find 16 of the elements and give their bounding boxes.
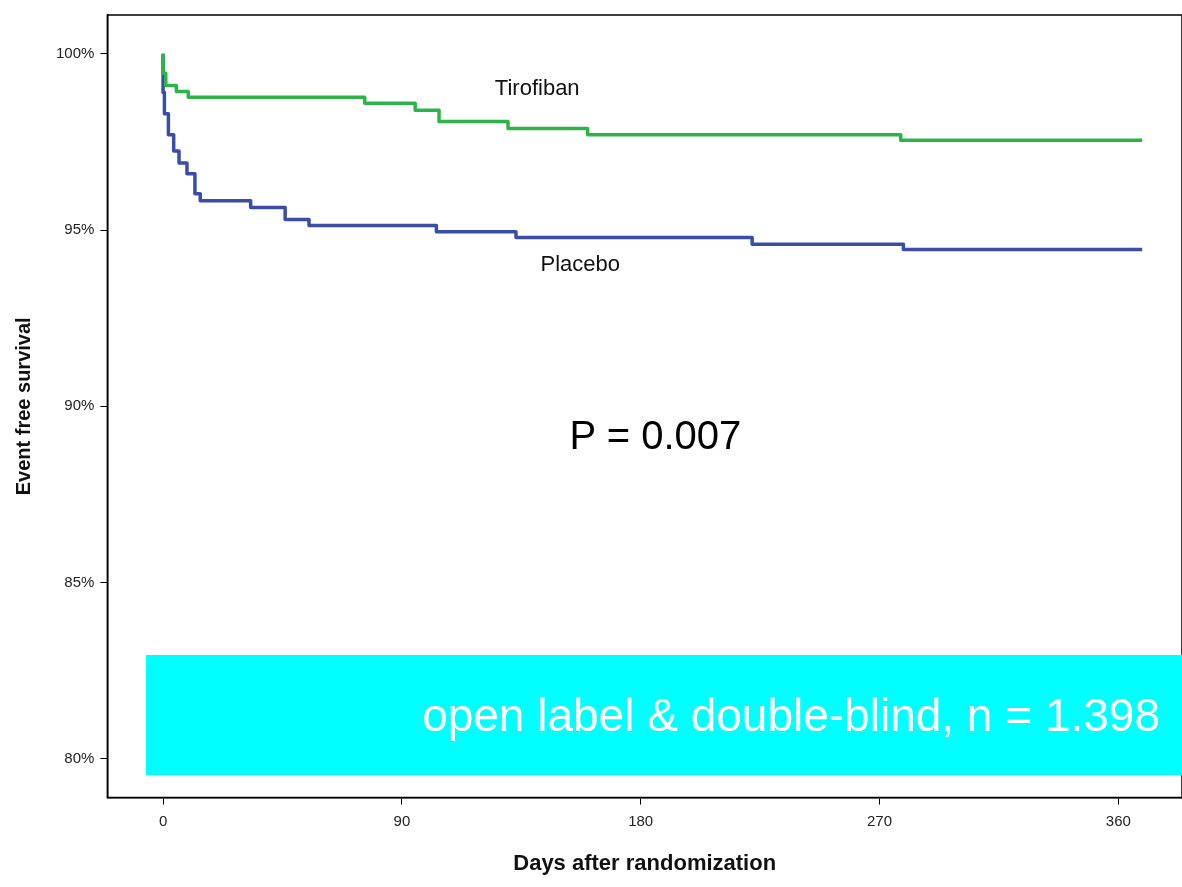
y-tick-label: 80% (64, 748, 95, 766)
x-tick-label: 90 (393, 811, 411, 829)
series-label: Placebo (540, 250, 620, 276)
text-box: open label & double-blind, n = 1.398 (146, 655, 1182, 775)
y-tick-label: 100% (55, 43, 95, 61)
x-tick-label: 270 (866, 811, 893, 829)
y-tick-label: 90% (64, 396, 95, 414)
x-axis-title: Days after randomization (513, 849, 777, 875)
y-tick-label: 95% (64, 220, 95, 238)
x-tick-label: 0 (158, 811, 168, 829)
y-axis-title: Event free survival (11, 317, 34, 496)
x-tick-label: 180 (628, 811, 654, 829)
y-tick-label: 85% (64, 572, 95, 590)
annotation: P = 0.007 (569, 412, 742, 457)
x-tick-label: 360 (1105, 811, 1131, 829)
series-label: Tirofiban (494, 74, 580, 100)
